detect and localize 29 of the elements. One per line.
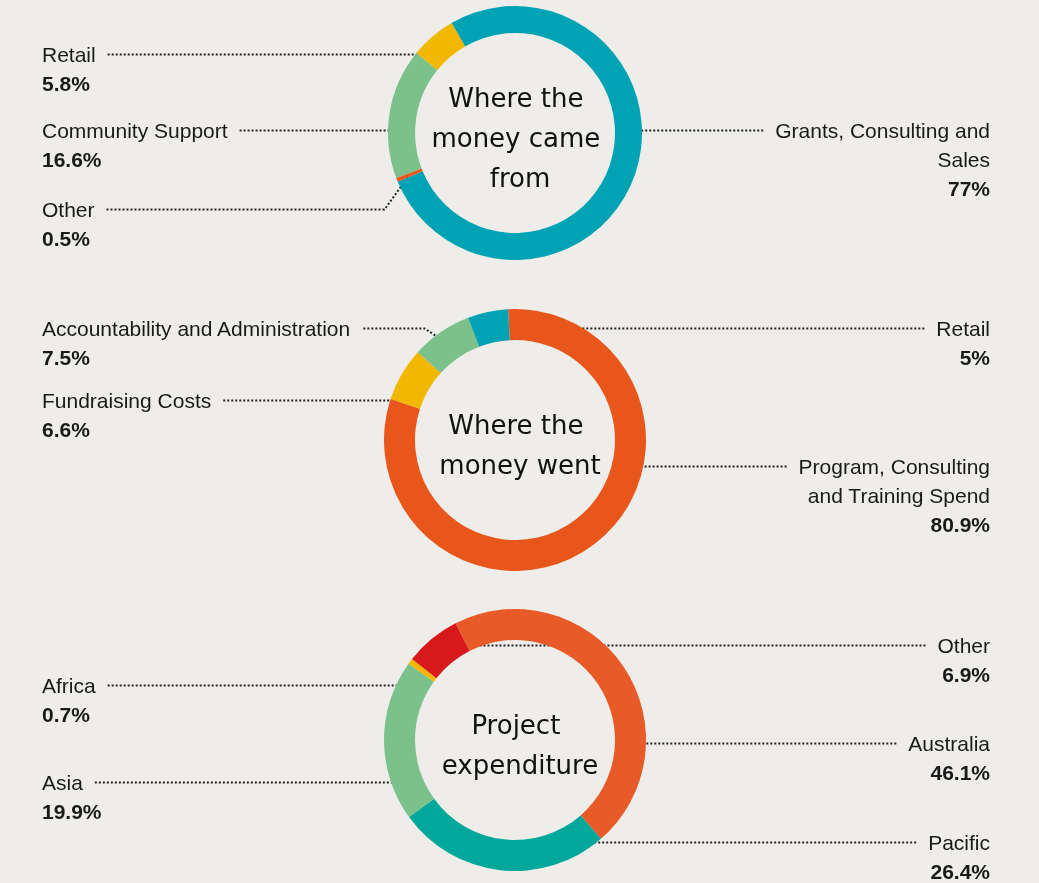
text: Project expenditure [441,710,599,780]
data-label: 19.9% [42,800,102,823]
data-label: 46.1% [930,761,991,784]
data-label: 16.6% [42,148,102,171]
slice-label: Pacific [928,831,990,854]
data-label: 0.7% [42,703,91,726]
slice-label: Community Support [42,119,228,142]
slice-label: Fundraising Costs [42,389,212,412]
slice-label: Grants, Consulting and Sales [775,119,990,171]
text: Where the money came from [431,83,609,193]
data-label: 5.8% [42,72,91,95]
text: Where the money went [439,410,601,480]
data-label: 80.9% [930,513,991,536]
slice-label: Asia [42,771,84,794]
slice-label: Other [937,634,990,657]
data-label: 5% [959,346,991,369]
slice-label: Retail [42,43,96,66]
data-label: 7.5% [42,346,91,369]
data-label: 0.5% [42,227,91,250]
data-label: 26.4% [930,860,991,883]
slice-label: Program, Consulting and Training Spend [798,455,990,507]
slice-label: Australia [908,732,991,755]
data-label: 6.6% [42,418,91,441]
data-label: 77% [947,177,991,200]
data-label: 6.9% [942,663,991,686]
slice-label: Other [42,198,95,221]
slice-label: Africa [42,674,96,697]
slice-label: Retail [936,317,990,340]
slice-label: Accountability and Administration [42,317,351,340]
